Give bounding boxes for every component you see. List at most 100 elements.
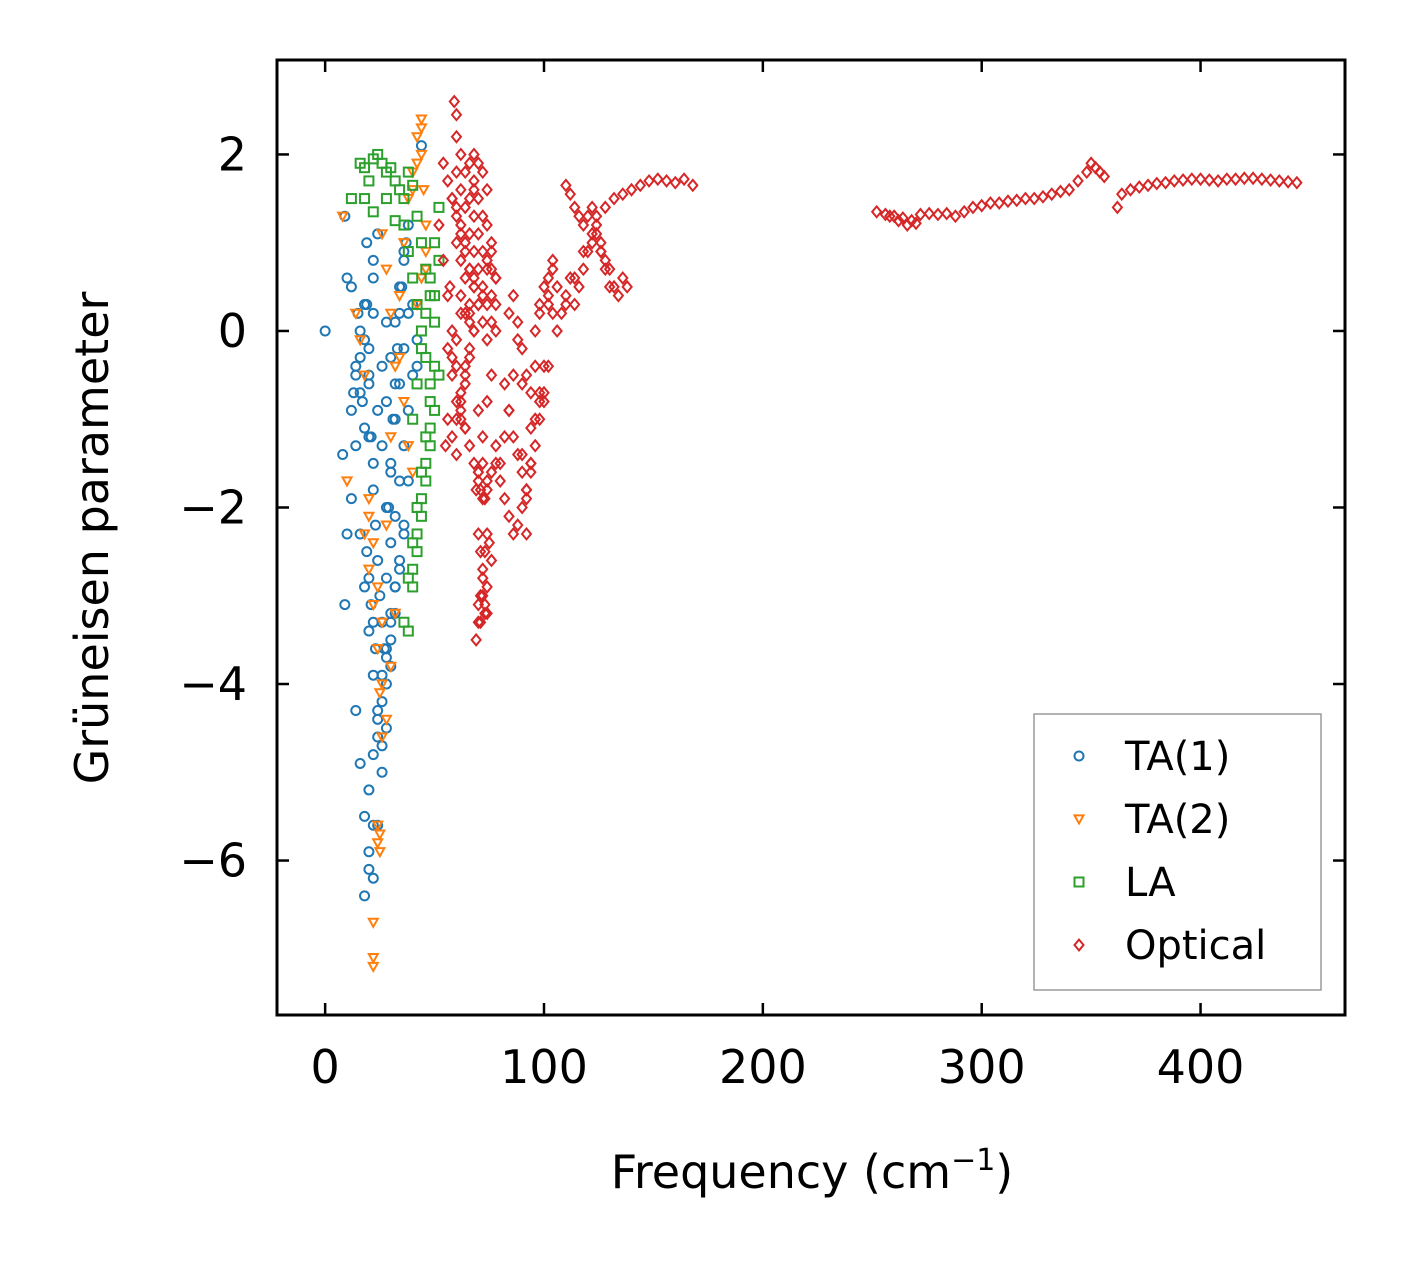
legend-label: LA <box>1125 860 1176 906</box>
data-point <box>363 343 375 355</box>
data-point <box>490 271 502 285</box>
data-point <box>450 447 463 462</box>
data-point <box>529 438 542 453</box>
data-point <box>389 378 401 390</box>
data-point <box>1238 171 1251 186</box>
data-point <box>455 147 467 162</box>
data-point <box>375 617 389 629</box>
data-point <box>419 246 433 259</box>
data-point <box>476 429 489 444</box>
data-point <box>481 218 493 233</box>
data-point <box>503 306 515 321</box>
data-point <box>402 246 414 258</box>
data-point <box>975 198 988 213</box>
data-point <box>533 394 546 409</box>
data-point <box>389 413 401 425</box>
data-point <box>376 669 388 681</box>
data-point <box>511 332 524 347</box>
data-point <box>362 494 376 506</box>
data-point <box>350 360 362 372</box>
data-point <box>481 474 493 488</box>
data-point <box>385 466 397 478</box>
data-point <box>450 412 463 427</box>
data-point <box>1203 173 1216 187</box>
data-point <box>394 563 406 575</box>
data-point <box>367 953 380 965</box>
data-point <box>362 511 376 523</box>
data-point <box>459 421 472 436</box>
data-point <box>402 475 414 487</box>
data-point <box>410 158 424 170</box>
data-point <box>384 661 398 673</box>
data-point <box>455 403 467 418</box>
data-point <box>621 279 633 294</box>
data-point <box>411 360 423 372</box>
data-point <box>1080 165 1093 180</box>
data-point <box>1019 191 1032 206</box>
data-point <box>586 226 598 241</box>
data-point <box>1054 184 1067 199</box>
data-point <box>1212 173 1224 188</box>
x-tick-label: 300 <box>938 1040 1026 1094</box>
data-point <box>367 669 379 681</box>
data-point <box>339 599 351 611</box>
x-tick-label: 100 <box>500 1040 588 1094</box>
data-point <box>542 359 555 374</box>
x-tick-label: 400 <box>1157 1040 1245 1094</box>
data-point <box>678 172 690 187</box>
data-point <box>371 820 384 832</box>
data-point <box>340 476 354 488</box>
data-point <box>373 847 387 859</box>
data-point <box>376 766 388 778</box>
data-point <box>1072 173 1084 188</box>
data-point <box>362 564 376 576</box>
data-point <box>367 917 380 929</box>
data-point <box>345 493 357 505</box>
data-point <box>485 244 498 259</box>
data-point <box>476 165 489 180</box>
data-point <box>498 491 511 506</box>
data-point <box>419 264 433 276</box>
data-point <box>476 571 489 586</box>
ticks-layer: 0 100 200 300 400 2 0 −2 −4 −6 <box>179 60 1345 1094</box>
x-axis-title: Frequency (cm−1) <box>611 1143 1014 1199</box>
data-point <box>577 262 590 277</box>
data-point <box>459 368 472 383</box>
data-point <box>1142 178 1154 193</box>
data-point <box>367 307 379 319</box>
data-point <box>419 220 433 232</box>
data-point <box>345 404 357 416</box>
data-point <box>923 206 935 221</box>
data-point <box>415 273 428 285</box>
data-point <box>402 307 414 319</box>
series-ta-1- <box>319 140 427 902</box>
data-point <box>450 129 463 144</box>
data-point <box>398 519 410 531</box>
data-point <box>608 191 620 206</box>
data-point <box>359 890 371 902</box>
data-point <box>1002 194 1014 209</box>
data-point <box>932 207 944 222</box>
data-point <box>389 510 401 522</box>
legend-entry: LA <box>1073 860 1176 906</box>
data-point <box>337 449 349 461</box>
data-point <box>359 162 371 174</box>
data-point <box>643 173 655 188</box>
data-point <box>472 297 485 312</box>
data-point <box>507 527 520 541</box>
data-point <box>407 413 419 425</box>
data-point <box>424 396 436 408</box>
data-point <box>361 237 373 249</box>
data-point <box>459 271 472 285</box>
data-point <box>367 538 380 550</box>
data-point <box>568 271 581 285</box>
data-point <box>369 519 381 531</box>
data-point <box>455 394 467 409</box>
data-point <box>481 262 493 277</box>
data-point <box>520 491 533 506</box>
data-point <box>481 579 493 594</box>
data-point <box>652 172 664 187</box>
data-point <box>573 279 585 294</box>
data-point <box>367 206 379 218</box>
data-point <box>354 325 366 337</box>
